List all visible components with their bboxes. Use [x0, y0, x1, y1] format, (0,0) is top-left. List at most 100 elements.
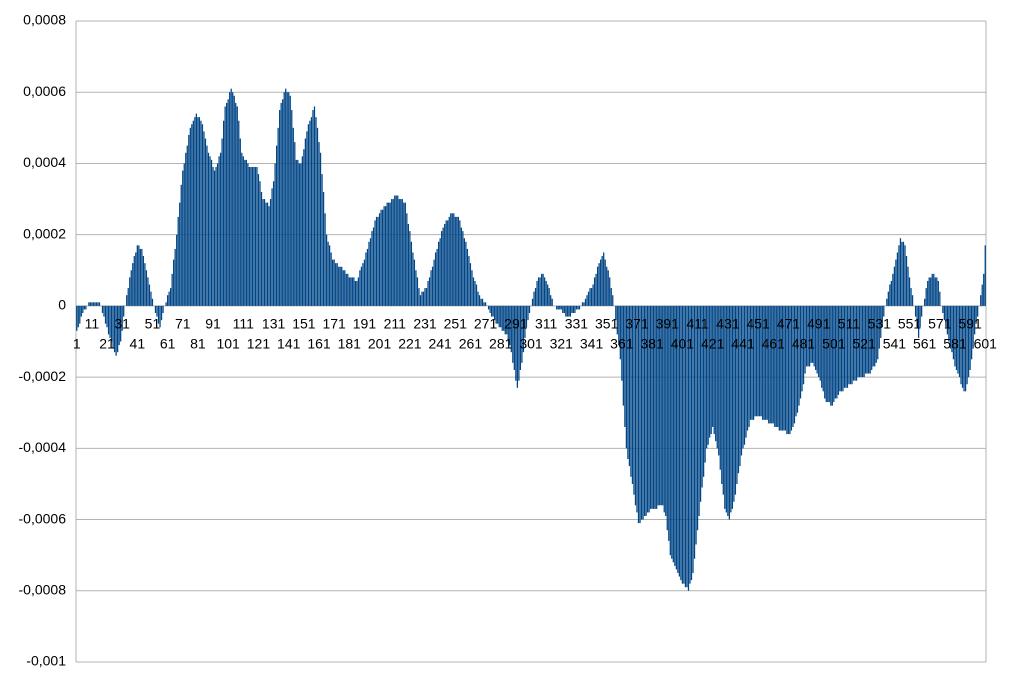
y-tick-label: 0,0002 [23, 225, 66, 241]
bar [444, 223, 446, 306]
bar [811, 305, 814, 363]
bar [736, 305, 738, 484]
bar [375, 216, 378, 306]
bar [666, 305, 668, 531]
x-tick-label: 281 [489, 336, 513, 352]
bar [846, 305, 849, 388]
bar [710, 305, 712, 435]
bar [180, 184, 182, 306]
bar [365, 252, 367, 306]
bar [407, 223, 409, 306]
bar [593, 277, 596, 306]
bar [603, 252, 605, 306]
x-tick-label: 461 [762, 336, 786, 352]
x-tick-label: 51 [145, 316, 161, 332]
bar [875, 305, 877, 363]
x-tick-label: 91 [205, 316, 221, 332]
bar [409, 231, 411, 306]
bar [551, 298, 553, 306]
y-tick-label: -0,0006 [19, 510, 67, 526]
bar [195, 113, 198, 306]
bar [949, 305, 952, 349]
bar [221, 138, 223, 306]
bar [453, 213, 455, 306]
bar [341, 266, 343, 306]
bar [503, 305, 505, 331]
bar [571, 305, 573, 314]
bar [575, 305, 578, 310]
bar [236, 106, 238, 306]
bar [250, 167, 252, 306]
bar [568, 305, 570, 317]
bar [760, 305, 762, 417]
bar [92, 302, 95, 306]
bar [786, 305, 788, 435]
bar [616, 305, 618, 335]
bar [262, 199, 264, 306]
bar [480, 298, 482, 306]
x-tick-label: 81 [190, 336, 206, 352]
bar [864, 305, 867, 374]
bar [312, 110, 314, 306]
bar [798, 305, 800, 406]
bar [686, 305, 688, 588]
bar [504, 305, 506, 335]
bar [95, 302, 98, 306]
bar [144, 263, 146, 306]
bar [400, 199, 402, 306]
bar [383, 206, 385, 306]
bar [425, 288, 428, 306]
bar [348, 277, 350, 306]
bar [960, 305, 962, 385]
bar [451, 213, 453, 306]
bar [768, 305, 770, 424]
bar [562, 305, 564, 314]
bar [772, 305, 774, 424]
bar [577, 305, 579, 310]
bar [643, 305, 646, 516]
bar [271, 188, 273, 306]
bar [831, 305, 833, 406]
bar [974, 305, 976, 335]
bar [248, 167, 251, 306]
bar [680, 305, 682, 581]
bar [490, 305, 493, 317]
bar [395, 195, 397, 306]
bar [869, 305, 871, 374]
y-tick-label: -0,001 [26, 653, 66, 669]
bar [456, 216, 458, 306]
bar [948, 305, 950, 342]
bar [292, 127, 294, 306]
x-tick-label: 351 [595, 316, 619, 332]
x-tick-label: 591 [958, 316, 982, 332]
bar [854, 305, 856, 381]
x-tick-label: 21 [99, 336, 115, 352]
bar [463, 238, 466, 306]
bar [748, 305, 750, 427]
bar [519, 305, 522, 370]
bar [707, 305, 709, 445]
bar [713, 305, 715, 435]
bar [120, 305, 122, 342]
bar [533, 291, 535, 306]
y-tick-label: -0,0004 [19, 439, 67, 455]
bar [967, 305, 970, 378]
bar [166, 295, 169, 306]
bar [150, 291, 152, 306]
bar [185, 152, 187, 306]
bar [366, 248, 369, 306]
bar [441, 231, 443, 306]
bar [174, 248, 176, 306]
x-tick-label: 221 [398, 336, 422, 352]
bar [145, 270, 148, 306]
bar [958, 305, 961, 378]
bar [189, 127, 191, 306]
bar [612, 295, 614, 306]
bar [955, 305, 958, 370]
bar [746, 305, 749, 431]
bar [934, 277, 936, 306]
bar [404, 202, 406, 306]
bar [563, 305, 565, 314]
y-tick-label: -0,0008 [19, 581, 67, 597]
bar [416, 277, 419, 306]
